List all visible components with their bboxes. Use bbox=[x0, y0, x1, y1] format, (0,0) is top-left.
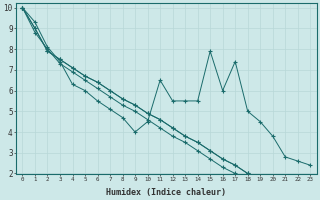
X-axis label: Humidex (Indice chaleur): Humidex (Indice chaleur) bbox=[106, 188, 226, 197]
